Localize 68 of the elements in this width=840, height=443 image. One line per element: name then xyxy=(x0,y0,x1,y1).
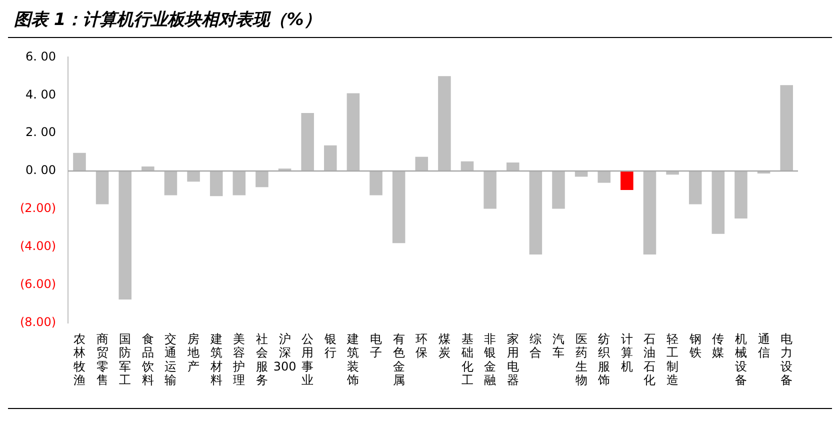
y-tick-label: 6. 00 xyxy=(26,49,56,64)
bar xyxy=(256,171,268,188)
x-tick-label: 公用事业 xyxy=(302,332,314,388)
bar xyxy=(552,171,565,209)
bar xyxy=(598,171,611,183)
x-tick-label: 环保 xyxy=(416,332,428,360)
x-tick-label: 石油石化 xyxy=(644,332,656,388)
bar xyxy=(643,171,656,255)
bar xyxy=(438,76,451,172)
x-tick-label: 国防军工 xyxy=(119,332,132,388)
bar xyxy=(232,171,246,196)
bar xyxy=(506,162,520,172)
bar xyxy=(370,171,382,196)
x-tick-label: 基础化工 xyxy=(460,332,474,388)
bar xyxy=(301,112,314,172)
x-tick-label: 计算机 xyxy=(620,332,633,374)
x-tick-label: 轻工制造 xyxy=(666,332,679,388)
x-tick-label: 房地产 xyxy=(186,332,200,374)
x-tick-label: 沪深300 xyxy=(273,332,296,374)
bar xyxy=(415,156,428,172)
x-tick-label: 电力设备 xyxy=(780,332,793,388)
y-tick-label: 2. 00 xyxy=(26,125,56,140)
bar xyxy=(187,171,200,182)
x-tick-label: 食品饮料 xyxy=(140,332,154,388)
y-tick-label: (8.00) xyxy=(20,314,56,329)
bar xyxy=(620,171,634,190)
bar xyxy=(780,85,793,172)
bar xyxy=(210,171,223,196)
bar xyxy=(118,171,132,300)
x-tick-label: 通信 xyxy=(758,332,770,360)
x-tick-label: 家用电器 xyxy=(506,332,519,388)
bar xyxy=(460,161,474,172)
x-tick-label: 建筑装饰 xyxy=(346,332,360,388)
bar xyxy=(484,171,496,209)
y-tick-label: (2.00) xyxy=(20,201,56,216)
x-tick-label: 非银金融 xyxy=(483,332,496,388)
bar xyxy=(164,171,178,196)
x-tick-label: 美容护理 xyxy=(232,332,246,388)
x-tick-label: 有色金属 xyxy=(392,332,405,388)
x-tick-label: 社会服务 xyxy=(256,332,268,388)
x-tick-label: 钢铁 xyxy=(688,332,702,360)
bar xyxy=(96,171,109,204)
x-tick-label: 机械设备 xyxy=(734,332,747,388)
x-tick-label: 建筑材料 xyxy=(209,332,222,388)
bar xyxy=(73,152,86,172)
bar xyxy=(734,171,748,218)
bar xyxy=(346,93,360,172)
bar xyxy=(529,171,542,255)
bar xyxy=(712,171,725,234)
x-tick-label: 纺织服饰 xyxy=(597,332,610,388)
bar xyxy=(688,171,702,204)
y-tick-label: 4. 00 xyxy=(26,87,56,102)
x-tick-label: 汽车 xyxy=(552,332,564,360)
bar xyxy=(392,171,406,244)
x-tick-label: 交通运输 xyxy=(164,332,177,388)
x-tick-label: 农林牧渔 xyxy=(72,332,86,388)
x-tick-label: 商贸零售 xyxy=(96,332,108,388)
chart-title: 图表 1：计算机行业板块相对表现（%） xyxy=(8,8,832,38)
y-tick-label: (6.00) xyxy=(20,276,56,291)
x-tick-label: 煤炭 xyxy=(438,332,450,360)
x-tick-label: 综合 xyxy=(530,332,542,360)
x-tick-label: 医药生物 xyxy=(575,332,588,388)
y-tick-label: (4.00) xyxy=(20,239,56,254)
x-tick-label: 银行 xyxy=(323,332,336,360)
x-tick-label: 电子 xyxy=(370,332,382,360)
bar xyxy=(324,145,337,172)
x-tick-label: 传媒 xyxy=(712,332,724,360)
y-tick-label: 0. 00 xyxy=(26,163,56,178)
